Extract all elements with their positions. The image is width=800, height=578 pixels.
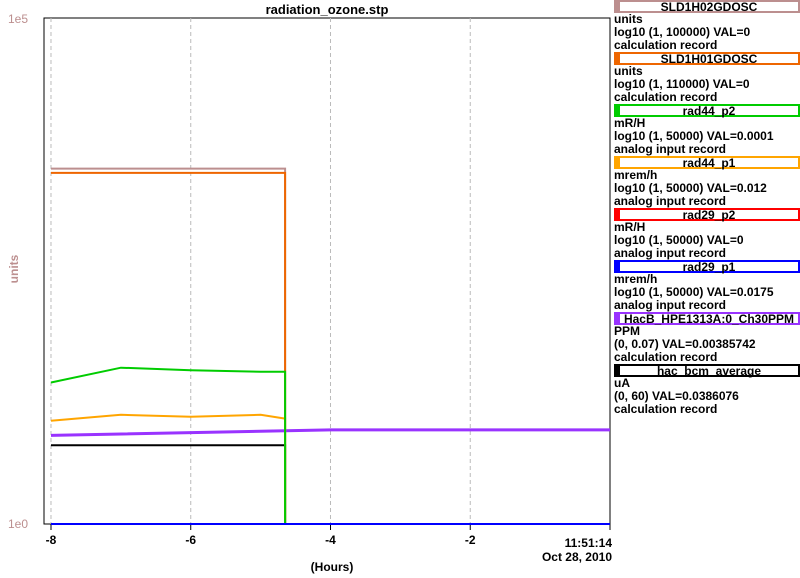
timestamp: 11:51:14	[564, 536, 612, 550]
plot-area[interactable]: -8 -6 -4 -2	[0, 0, 612, 560]
legend-record-6: calculation record	[614, 350, 718, 364]
legend-range-1: log10 (1, 110000) VAL=0	[614, 77, 750, 91]
legend-entry-3[interactable]: rad44_p1	[614, 156, 800, 169]
y-tick-bottom: 1e0	[8, 517, 29, 531]
legend-range-2: log10 (1, 50000) VAL=0.0001	[614, 129, 774, 143]
legend-record-5: analog input record	[614, 298, 727, 312]
x-tick-label-3: -2	[465, 533, 476, 547]
legend-entry-4[interactable]: rad29_p2	[614, 208, 800, 221]
legend-range-7: (0, 60) VAL=0.0386076	[614, 389, 739, 403]
legend-units-0: units	[614, 12, 643, 26]
legend: SLD1H02GDOSC units log10 (1, 100000) VAL=0…	[614, 0, 800, 416]
legend-record-2: analog input record	[614, 142, 727, 156]
legend-entry-1[interactable]: SLD1H01GDOSC	[614, 52, 800, 65]
x-tick-label-1: -6	[185, 533, 196, 547]
time-label: 11:51:14 Oct 28, 2010	[520, 536, 612, 564]
legend-units-5: mrem/h	[614, 272, 658, 286]
legend-units-7: uA	[614, 376, 630, 390]
legend-record-0: calculation record	[614, 38, 718, 52]
legend-units-3: mrem/h	[614, 168, 658, 182]
legend-range-0: log10 (1, 100000) VAL=0	[614, 25, 751, 39]
x-axis-label: (Hours)	[310, 560, 354, 574]
chart-title: radiation_ozone.stp	[265, 2, 389, 17]
legend-entry-5[interactable]: rad29_p1	[614, 260, 800, 273]
legend-entry-0[interactable]: SLD1H02GDOSC	[614, 0, 800, 13]
legend-record-7: calculation record	[614, 402, 718, 416]
legend-entry-6[interactable]: HacB_HPE1313A:0_Ch30PPM	[614, 312, 800, 325]
date: Oct 28, 2010	[541, 550, 612, 564]
legend-units-6: PPM	[614, 324, 641, 338]
legend-record-1: calculation record	[614, 90, 718, 104]
y-tick-top: 1e5	[8, 12, 29, 26]
legend-range-3: log10 (1, 50000) VAL=0.012	[614, 181, 767, 195]
legend-record-3: analog input record	[614, 194, 727, 208]
legend-range-6: (0, 0.07) VAL=0.00385742	[614, 337, 756, 351]
legend-range-5: log10 (1, 50000) VAL=0.0175	[614, 285, 774, 299]
legend-units-1: units	[614, 64, 643, 78]
legend-units-4: mR/H	[614, 220, 646, 234]
legend-entry-2[interactable]: rad44_p2	[614, 104, 800, 117]
x-tick-label-2: -4	[325, 533, 336, 547]
legend-entry-7[interactable]: hac_bcm_average	[614, 364, 800, 377]
plot-frame	[43, 17, 611, 525]
series-line-6	[50, 428, 610, 437]
legend-range-4: log10 (1, 50000) VAL=0	[614, 233, 744, 247]
legend-record-4: analog input record	[614, 246, 727, 260]
x-tick-label-0: -8	[46, 533, 57, 547]
series-line-2	[50, 366, 287, 524]
legend-units-2: mR/H	[614, 116, 646, 130]
